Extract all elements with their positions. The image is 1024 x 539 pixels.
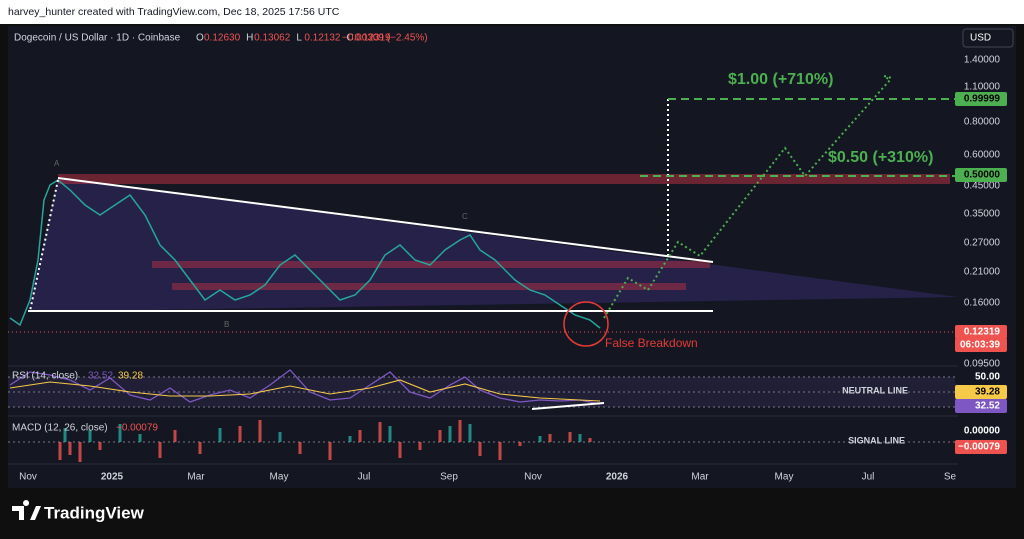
- price-label: 0.16000: [964, 298, 1001, 309]
- countdown: 06:03:39: [960, 340, 1000, 351]
- time-label: Nov: [19, 472, 37, 483]
- line-label: NEUTRAL LINE: [842, 385, 908, 395]
- ohlc-value: 0.13062: [254, 33, 291, 44]
- time-label: Jul: [358, 472, 371, 483]
- current-price-box: [955, 325, 1007, 339]
- rsi-ma: [9, 379, 601, 402]
- annotation: $1.00 (+710%): [728, 71, 833, 88]
- rsi-axis-label-box: [955, 385, 1007, 399]
- price-label: 0.21000: [964, 267, 1001, 278]
- zone: [172, 283, 686, 290]
- ohlc-label: L: [296, 33, 302, 44]
- change: −0.00309 (−2.45%): [342, 33, 428, 44]
- chart-area: [8, 26, 1016, 488]
- dotted-line: [29, 179, 59, 312]
- ohlc-label: H: [246, 33, 253, 44]
- target-price: 0.50000: [964, 170, 1001, 181]
- price-label: 0.60000: [964, 150, 1001, 161]
- rsi-axis-label: 32.52: [975, 401, 1000, 412]
- target-price-box: [955, 92, 1007, 106]
- macd-axis-label-box: [955, 440, 1007, 454]
- price-label: 1.40000: [964, 55, 1001, 66]
- rsi-value: 39.28: [118, 371, 143, 382]
- price-label: 1.10000: [964, 82, 1001, 93]
- currency[interactable]: USD: [970, 33, 991, 44]
- rsi-axis-label: 50.00: [975, 372, 1000, 383]
- macd-histogram: [63, 424, 582, 442]
- ohlc-value: 0.12630: [204, 33, 241, 44]
- rsi-axis-label: 39.28: [975, 387, 1000, 398]
- rsi-line: [9, 369, 601, 405]
- macd-axis-label-box: [955, 424, 1007, 438]
- ohlc: O 0.12630 H 0.13062 L 0.12132 C 0.12319: [196, 33, 391, 44]
- logo-mark: [12, 500, 41, 520]
- ohlc-label: O: [196, 33, 204, 44]
- divergence-line: [531, 402, 605, 410]
- time-label: 2026: [606, 472, 629, 483]
- price-label: 0.35000: [964, 209, 1001, 220]
- axes: 1.40000 1.10000 0.80000 0.60000 0.45000 0.350…: [19, 55, 1007, 483]
- trendline: [57, 177, 714, 263]
- time-label: May: [775, 472, 794, 483]
- point-label: C: [462, 212, 468, 221]
- currency-button[interactable]: [962, 28, 1014, 48]
- macd-axis-label: −0.00079: [958, 442, 1000, 453]
- current-price: 0.12319: [964, 327, 1001, 338]
- price-label: 0.80000: [964, 117, 1001, 128]
- rsi-value: 32.52: [88, 371, 113, 382]
- annotation: False Breakdown: [605, 336, 698, 350]
- macd-value: −0.00079: [116, 423, 158, 434]
- rsi-axis-label-box: [955, 399, 1007, 413]
- ohlc-label: C: [346, 33, 353, 44]
- rsi-legend: RSI (14, close): [12, 371, 78, 382]
- macd-legend: MACD (12, 26, close): [12, 423, 108, 434]
- price-label: 0.45000: [964, 181, 1001, 192]
- breakdown-circle: [563, 301, 609, 347]
- time-label: Sep: [440, 472, 458, 483]
- target-price: 0.99999: [964, 94, 1001, 105]
- header-bar: [0, 0, 1024, 24]
- annotation: $0.50 (+310%): [828, 149, 933, 166]
- target-price-box: [955, 168, 1007, 182]
- time-label: Jul: [862, 472, 875, 483]
- macd-axis-label: 0.00000: [964, 426, 1001, 437]
- time-label: 2025: [101, 472, 124, 483]
- credit: harvey_hunter created with TradingView.c…: [8, 6, 340, 18]
- time-label: Mar: [187, 472, 205, 483]
- ohlc-value: 0.12319: [354, 33, 391, 44]
- point-label: A: [54, 159, 60, 168]
- macd-histogram: [58, 420, 592, 462]
- ohlc-value: 0.12132: [304, 33, 341, 44]
- time-label: May: [270, 472, 289, 483]
- projection-path: [603, 75, 893, 319]
- rsi-axis-label-box: [955, 370, 1007, 384]
- symbol-name: Dogecoin / US Dollar · 1D · Coinbase: [14, 33, 181, 44]
- time-label: Mar: [691, 472, 709, 483]
- triangle-fill: [28, 178, 958, 312]
- time-label: Se: [944, 472, 957, 483]
- time-label: Nov: [524, 472, 542, 483]
- price-label: 0.09500: [964, 359, 1001, 370]
- resistance-zone: [58, 174, 950, 184]
- countdown-box: [955, 338, 1007, 352]
- price-line: [9, 179, 601, 329]
- point-label: B: [224, 320, 229, 329]
- brand: TradingView: [44, 503, 145, 522]
- price-label: 0.27000: [964, 238, 1001, 249]
- line-label: SIGNAL LINE: [848, 435, 905, 445]
